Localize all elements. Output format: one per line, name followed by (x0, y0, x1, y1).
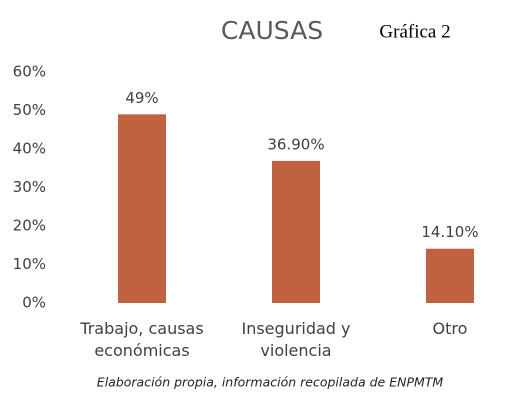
value-label: 36.90% (267, 135, 324, 153)
bar (426, 248, 474, 303)
caption: Elaboración propia, información recopila… (97, 375, 444, 390)
y-tick-label: 30% (13, 178, 46, 196)
value-label: 49% (125, 89, 158, 107)
x-tick-label: Inseguridad y violencia (241, 319, 351, 360)
chart-subtitle: Gráfica 2 (379, 21, 450, 42)
y-tick-label: 40% (13, 140, 46, 158)
chart-title: CAUSAS (221, 16, 323, 45)
x-tick-label: Trabajo, causas económicas (80, 319, 204, 360)
y-tick-label: 60% (13, 63, 46, 81)
y-tick-label: 0% (22, 294, 46, 312)
y-tick-label: 20% (13, 217, 46, 235)
bar (272, 160, 320, 303)
y-tick-label: 10% (13, 255, 46, 273)
bar (118, 114, 166, 303)
y-tick-label: 50% (13, 101, 46, 119)
value-label: 14.10% (421, 223, 478, 241)
x-tick-label: Otro (432, 319, 468, 338)
